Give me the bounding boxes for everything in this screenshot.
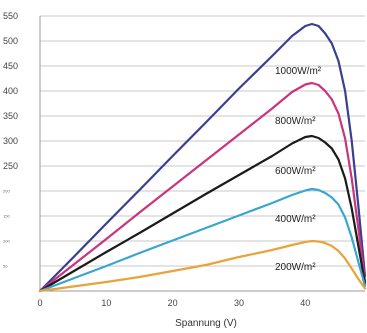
y-tick-label: 50 xyxy=(3,264,8,269)
series-line xyxy=(38,187,367,293)
series-line xyxy=(38,22,367,293)
series-label: 200W/m² xyxy=(275,262,316,273)
y-tick-label: 500 xyxy=(3,36,18,46)
series-line xyxy=(38,239,367,293)
x-tick-label: 0 xyxy=(37,298,42,308)
series-line xyxy=(38,134,367,293)
x-tick-label: 10 xyxy=(101,298,111,308)
series-labels: 1000W/m² 800W/m² 600W/m² 400W/m² 200W/m² xyxy=(275,66,322,273)
y-tick-label: 400 xyxy=(3,86,18,96)
series-label: 400W/m² xyxy=(275,214,316,225)
x-tick-label: 40 xyxy=(300,298,310,308)
y-tick-label: 450 xyxy=(3,61,18,71)
y-tick-label: 300 xyxy=(3,136,18,146)
y-tick-label: 100 xyxy=(3,239,10,244)
series-group xyxy=(38,22,367,293)
y-tick-label: 550 xyxy=(3,11,18,21)
y-tick-label: 350 xyxy=(3,111,18,121)
x-tick-label: 30 xyxy=(234,298,244,308)
y-tick-label: 200 xyxy=(3,189,10,194)
series-label: 800W/m² xyxy=(275,116,316,127)
y-tick-label: 150 xyxy=(3,214,10,219)
y-tick-label: 250 xyxy=(3,161,18,171)
x-axis-label: Spannung (V) xyxy=(175,318,237,329)
series-label: 600W/m² xyxy=(275,166,316,177)
x-tick-label: 20 xyxy=(168,298,178,308)
series-line xyxy=(38,81,367,293)
series-label: 1000W/m² xyxy=(275,66,322,77)
